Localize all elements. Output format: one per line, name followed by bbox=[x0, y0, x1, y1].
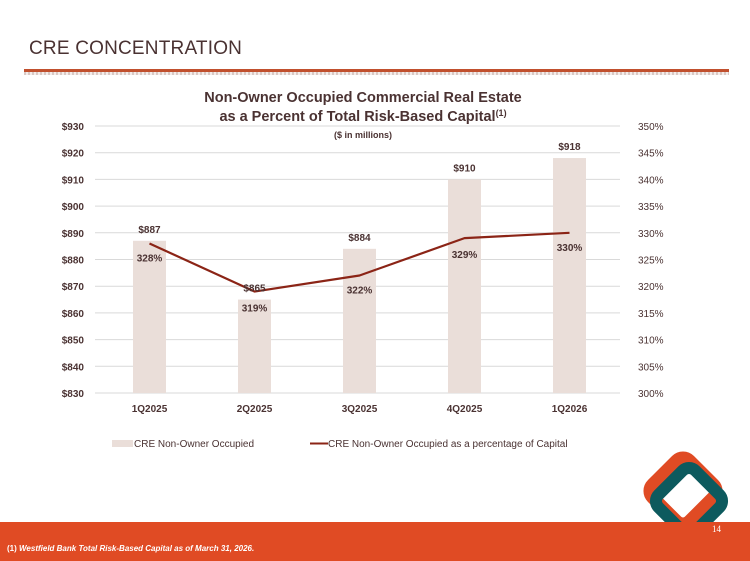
bar bbox=[133, 240, 166, 393]
bar bbox=[553, 158, 586, 393]
chart-title-superscript: (1) bbox=[496, 108, 507, 118]
x-tick-label: 1Q2025 bbox=[132, 404, 168, 415]
y-right-tick-label: 330% bbox=[638, 229, 664, 240]
line-data-label: 319% bbox=[242, 304, 268, 315]
y-right-tick-label: 335% bbox=[638, 202, 664, 213]
chart-title-line2-text: as a Percent of Total Risk-Based Capital bbox=[219, 109, 495, 125]
legend: CRE Non-Owner Occupied CRE Non-Owner Occ… bbox=[112, 439, 568, 450]
title-divider-shadow bbox=[24, 72, 729, 75]
company-logo bbox=[628, 443, 738, 558]
y-right-tick-label: 340% bbox=[638, 175, 664, 186]
bar bbox=[343, 248, 376, 393]
footnote-text: Westfield Bank Total Risk-Based Capital … bbox=[19, 544, 255, 553]
y-left-tick-label: $900 bbox=[62, 202, 85, 213]
bar bbox=[238, 299, 271, 393]
bar-data-label: $910 bbox=[453, 163, 476, 174]
page-title: CRE CONCENTRATION bbox=[29, 38, 243, 59]
bar-data-label: $918 bbox=[558, 142, 581, 153]
x-tick-label: 1Q2026 bbox=[552, 404, 588, 415]
y-left-tick-label: $860 bbox=[62, 309, 85, 320]
y-right-tick-label: 315% bbox=[638, 309, 664, 320]
y-left-tick-label: $890 bbox=[62, 229, 85, 240]
y-left-tick-label: $840 bbox=[62, 362, 85, 373]
line-data-label: 329% bbox=[452, 250, 478, 261]
bar-data-label: $865 bbox=[243, 284, 266, 295]
chart-title-line2: as a Percent of Total Risk-Based Capital… bbox=[219, 108, 506, 125]
legend-label-line: CRE Non-Owner Occupied as a percentage o… bbox=[328, 439, 568, 450]
y-right-tick-label: 325% bbox=[638, 256, 664, 267]
x-tick-label: 2Q2025 bbox=[237, 404, 273, 415]
footnote-marker: (1) bbox=[7, 544, 17, 553]
footnote: (1) Westfield Bank Total Risk-Based Capi… bbox=[7, 544, 254, 553]
y-right-tick-label: 320% bbox=[638, 282, 664, 293]
legend-label-bar: CRE Non-Owner Occupied bbox=[134, 439, 254, 450]
page-number: 14 bbox=[712, 524, 721, 534]
y-left-tick-label: $930 bbox=[62, 122, 85, 133]
chart-subtitle: ($ in millions) bbox=[334, 130, 392, 140]
chart-title-line1: Non-Owner Occupied Commercial Real Estat… bbox=[204, 90, 521, 106]
logo-teal-diamond bbox=[649, 461, 729, 541]
y-left-tick-label: $910 bbox=[62, 175, 85, 186]
y-left-tick-label: $880 bbox=[62, 256, 85, 267]
bar-data-label: $884 bbox=[348, 233, 371, 244]
y-left-tick-label: $850 bbox=[62, 336, 85, 347]
bar bbox=[448, 179, 481, 393]
y-right-tick-label: 310% bbox=[638, 336, 664, 347]
y-left-tick-label: $920 bbox=[62, 149, 85, 160]
line-data-label: 328% bbox=[137, 253, 163, 264]
y-right-tick-label: 350% bbox=[638, 122, 664, 133]
x-tick-label: 3Q2025 bbox=[342, 404, 378, 415]
line-data-label: 322% bbox=[347, 286, 373, 297]
y-left-tick-label: $830 bbox=[62, 389, 85, 400]
line-data-label: 330% bbox=[557, 243, 583, 254]
y-right-tick-label: 300% bbox=[638, 389, 664, 400]
y-right-tick-label: 345% bbox=[638, 149, 664, 160]
legend-swatch-bar bbox=[112, 440, 133, 447]
y-left-tick-label: $870 bbox=[62, 282, 85, 293]
chart: Non-Owner Occupied Commercial Real Estat… bbox=[62, 90, 664, 450]
bar-data-label: $887 bbox=[138, 225, 161, 236]
y-right-tick-label: 305% bbox=[638, 362, 664, 373]
title-divider bbox=[24, 69, 729, 72]
x-tick-label: 4Q2025 bbox=[447, 404, 483, 415]
footer-bar bbox=[0, 522, 750, 561]
